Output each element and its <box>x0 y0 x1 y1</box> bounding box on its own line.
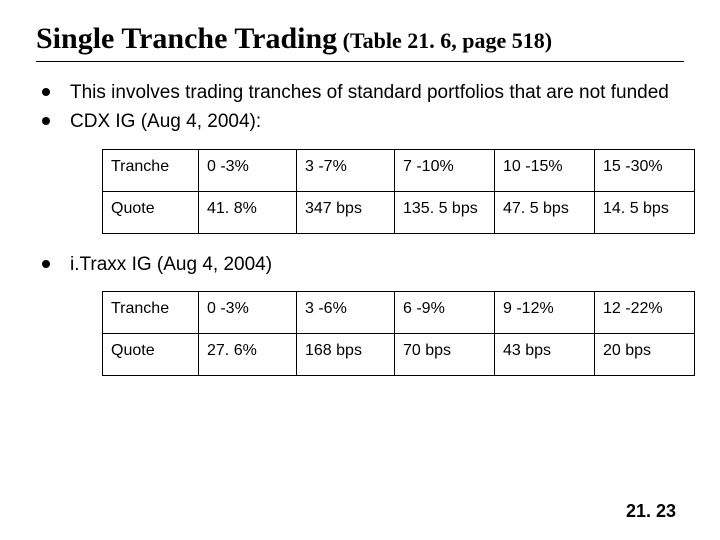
table-cell: 135. 5 bps <box>395 191 495 233</box>
table-cell: 47. 5 bps <box>495 191 595 233</box>
table-cell: 168 bps <box>297 334 395 376</box>
table-cell: 0 -3% <box>199 149 297 191</box>
row-label: Tranche <box>103 292 199 334</box>
table-cdx-wrap: Tranche 0 -3% 3 -7% 7 -10% 10 -15% 15 -3… <box>36 149 684 234</box>
row-label: Quote <box>103 334 199 376</box>
bullet-item: i.Traxx IG (Aug 4, 2004) <box>36 252 684 278</box>
table-cell: 20 bps <box>595 334 695 376</box>
title-container: Single Tranche Trading (Table 21. 6, pag… <box>36 22 684 62</box>
table-cell: 15 -30% <box>595 149 695 191</box>
slide: Single Tranche Trading (Table 21. 6, pag… <box>0 0 720 540</box>
title-main: Single Tranche Trading <box>36 22 337 55</box>
row-label: Quote <box>103 191 199 233</box>
table-row: Quote 27. 6% 168 bps 70 bps 43 bps 20 bp… <box>103 334 695 376</box>
table-cell: 3 -7% <box>297 149 395 191</box>
table-itraxx: Tranche 0 -3% 3 -6% 6 -9% 9 -12% 12 -22%… <box>102 291 695 376</box>
table-cell: 3 -6% <box>297 292 395 334</box>
table-cell: 12 -22% <box>595 292 695 334</box>
table-cell: 14. 5 bps <box>595 191 695 233</box>
table-cell: 7 -10% <box>395 149 495 191</box>
table-cell: 9 -12% <box>495 292 595 334</box>
table-cell: 43 bps <box>495 334 595 376</box>
bullet-item: This involves trading tranches of standa… <box>36 80 684 106</box>
table-cell: 0 -3% <box>199 292 297 334</box>
table-cell: 10 -15% <box>495 149 595 191</box>
table-cell: 27. 6% <box>199 334 297 376</box>
table-cell: 70 bps <box>395 334 495 376</box>
bullet-item: CDX IG (Aug 4, 2004): <box>36 109 684 135</box>
slide-number: 21. 23 <box>626 501 676 522</box>
table-cdx: Tranche 0 -3% 3 -7% 7 -10% 10 -15% 15 -3… <box>102 149 695 234</box>
row-label: Tranche <box>103 149 199 191</box>
table-row: Tranche 0 -3% 3 -7% 7 -10% 10 -15% 15 -3… <box>103 149 695 191</box>
slide-title: Single Tranche Trading (Table 21. 6, pag… <box>36 22 684 57</box>
bullet-list-2: i.Traxx IG (Aug 4, 2004) <box>36 252 684 278</box>
table-row: Quote 41. 8% 347 bps 135. 5 bps 47. 5 bp… <box>103 191 695 233</box>
table-cell: 347 bps <box>297 191 395 233</box>
table-itraxx-wrap: Tranche 0 -3% 3 -6% 6 -9% 9 -12% 12 -22%… <box>36 291 684 376</box>
table-row: Tranche 0 -3% 3 -6% 6 -9% 9 -12% 12 -22% <box>103 292 695 334</box>
bullet-list-1: This involves trading tranches of standa… <box>36 80 684 135</box>
table-cell: 6 -9% <box>395 292 495 334</box>
title-subtitle: (Table 21. 6, page 518) <box>337 28 552 53</box>
table-cell: 41. 8% <box>199 191 297 233</box>
